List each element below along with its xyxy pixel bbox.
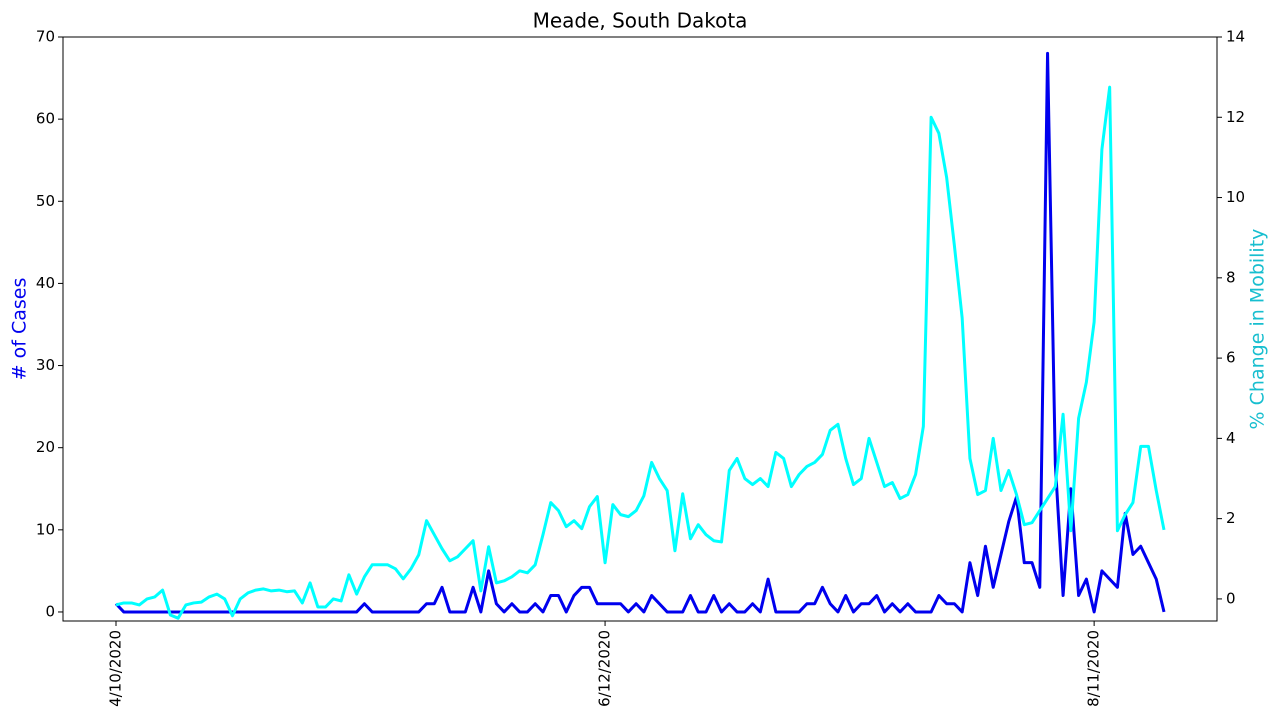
series-line bbox=[115, 85, 1166, 620]
x-tick-label: 6/12/2020 bbox=[596, 630, 614, 707]
y-tick-label: 50 bbox=[36, 192, 55, 210]
y2-tick-label: 4 bbox=[1226, 429, 1236, 447]
y2-tick-label: 2 bbox=[1226, 509, 1236, 527]
y-tick-label: 30 bbox=[36, 356, 55, 374]
y-tick-label: 60 bbox=[36, 110, 55, 128]
y2-tick-label: 8 bbox=[1226, 268, 1236, 286]
y-tick-label: 0 bbox=[45, 602, 55, 620]
chart-title: Meade, South Dakota bbox=[533, 9, 748, 33]
y-tick-label: 70 bbox=[36, 28, 55, 46]
y2-tick-label: 12 bbox=[1226, 108, 1245, 126]
y-tick-label: 40 bbox=[36, 274, 55, 292]
y-tick-label: 20 bbox=[36, 438, 55, 456]
y-tick-label: 10 bbox=[36, 520, 55, 538]
series-line bbox=[114, 51, 1166, 614]
x-tick-label: 8/11/2020 bbox=[1085, 630, 1103, 707]
y2-tick-label: 0 bbox=[1226, 589, 1236, 607]
y2-tick-label: 14 bbox=[1226, 28, 1245, 46]
y2-tick-label: 6 bbox=[1226, 349, 1236, 367]
y-axis-label: # of Cases bbox=[9, 278, 31, 381]
plot-frame bbox=[62, 36, 1218, 622]
y2-axis-label: % Change in Mobility bbox=[1247, 229, 1269, 430]
y2-tick-label: 10 bbox=[1226, 188, 1245, 206]
x-tick-label: 4/10/2020 bbox=[107, 630, 125, 707]
